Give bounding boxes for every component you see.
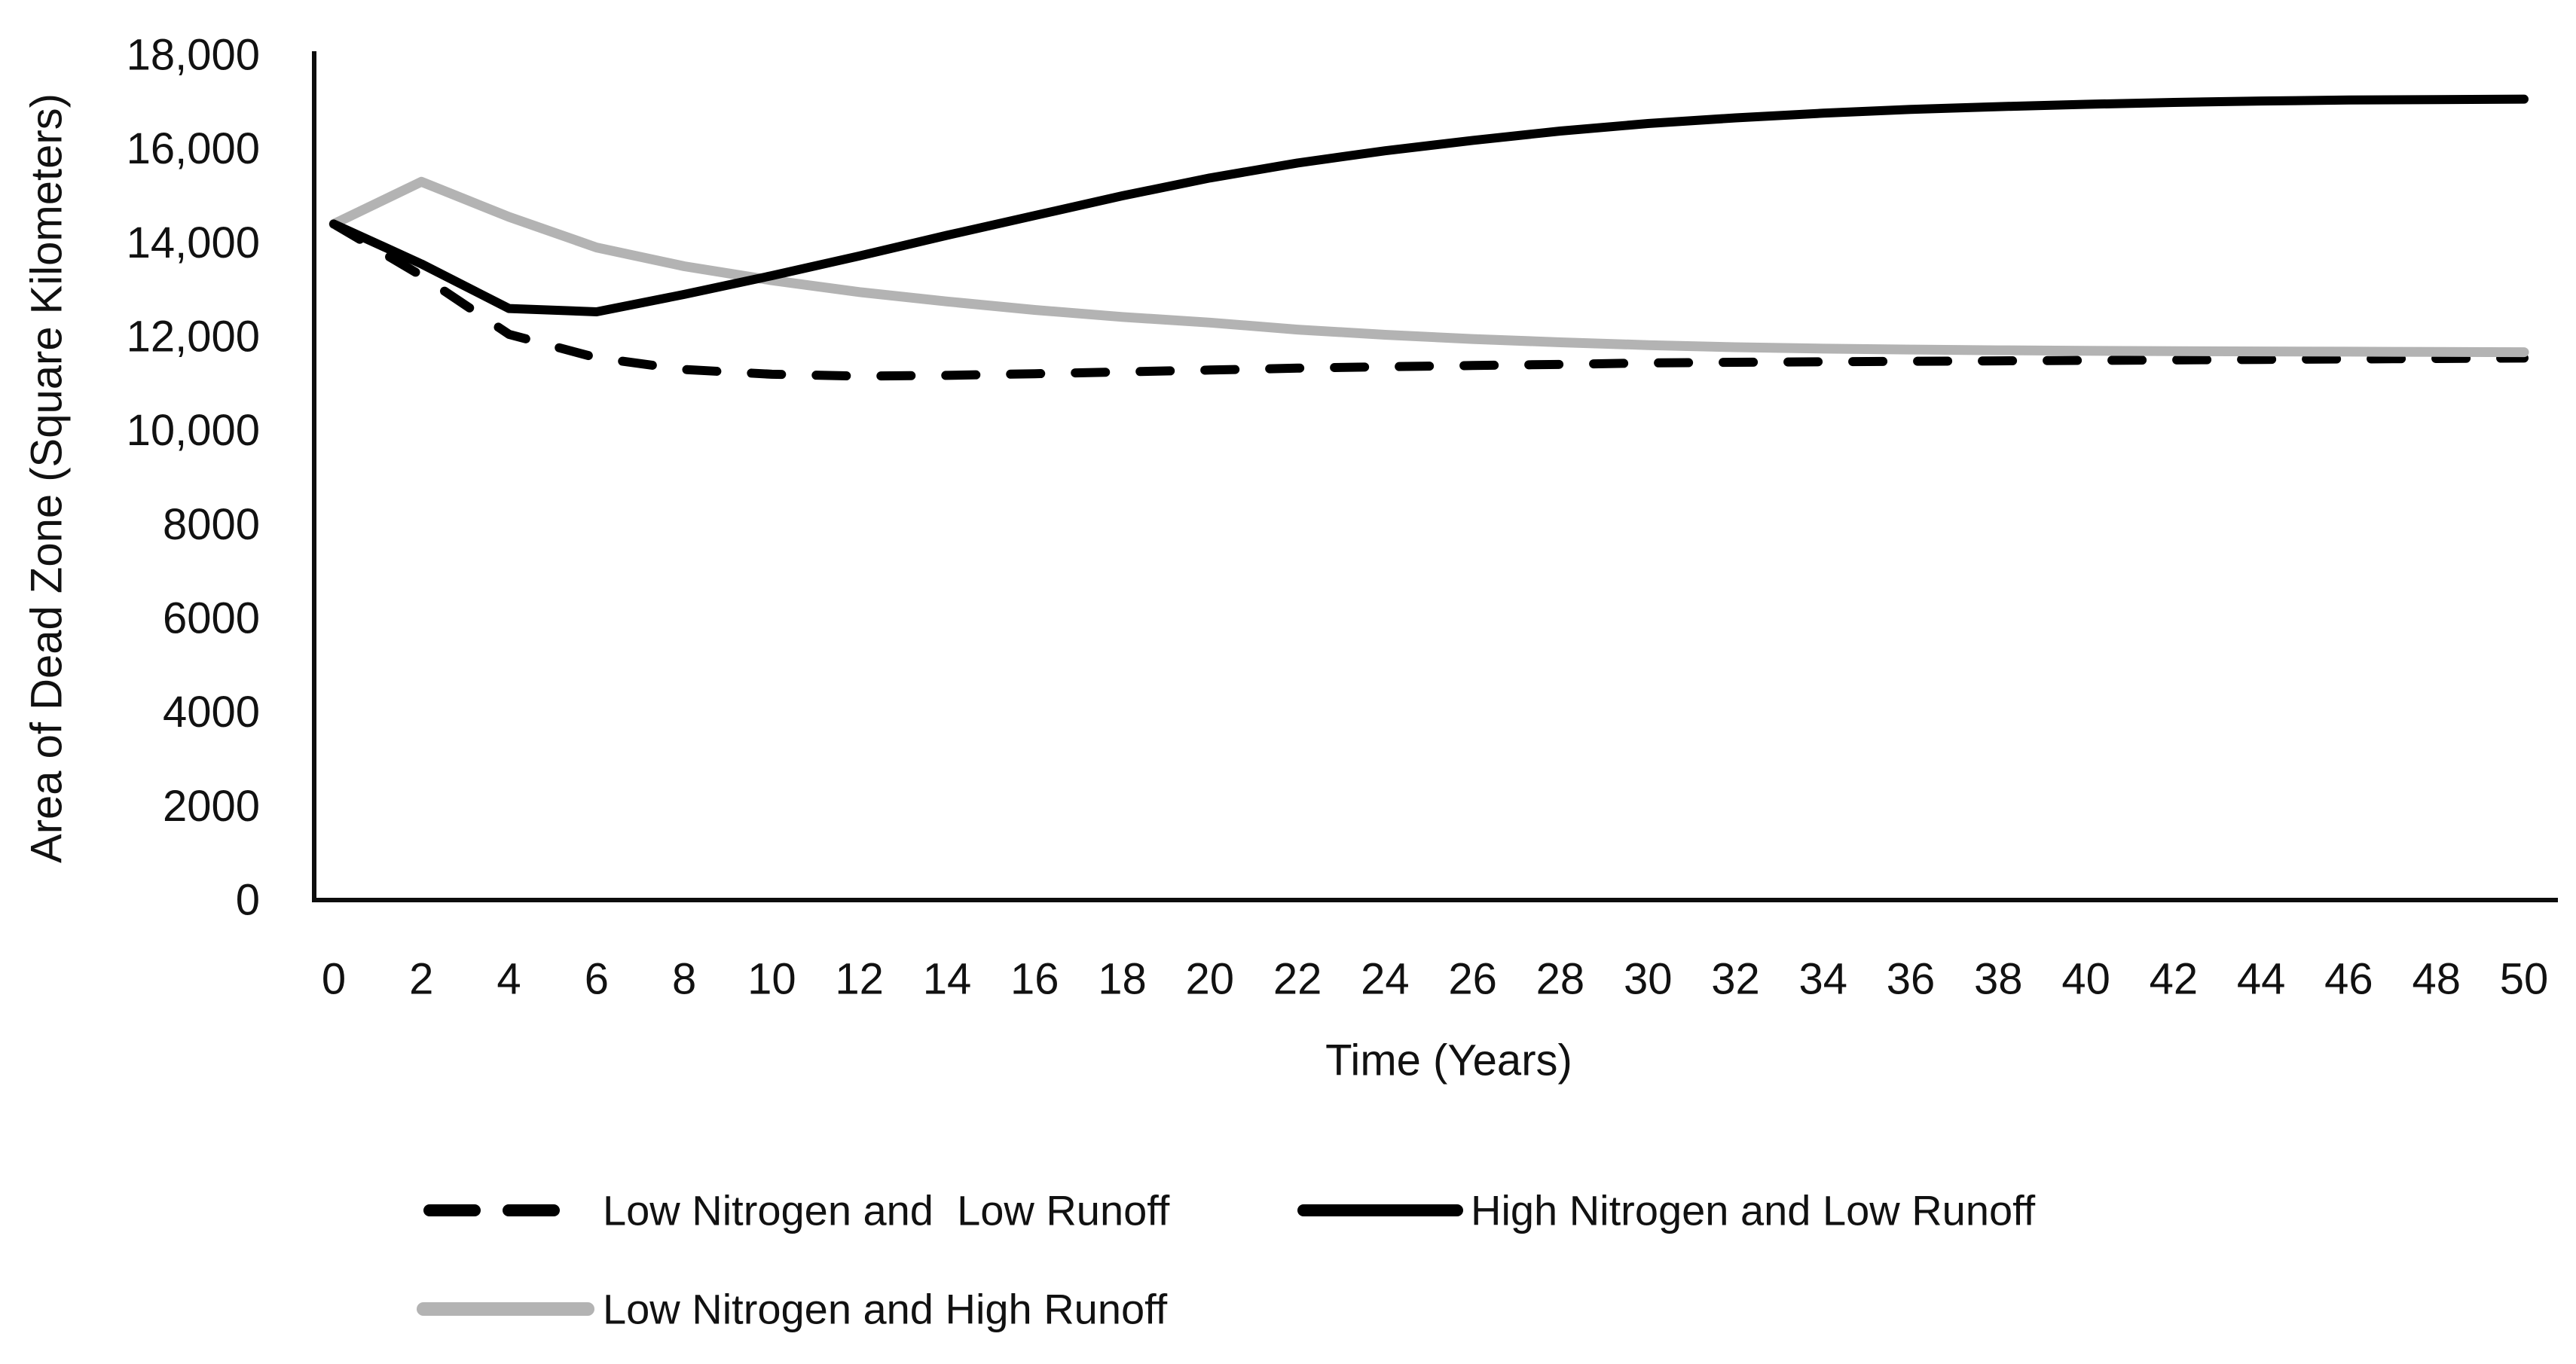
x-tick-label: 24: [1361, 955, 1410, 1004]
y-tick-labels: 0 2000 4000 6000 8000 10,000 12,000 14,000 16,00…: [127, 31, 260, 925]
x-tick-label: 14: [923, 955, 972, 1004]
y-tick-label: 16,000: [127, 124, 260, 173]
x-tick-label: 48: [2412, 955, 2461, 1004]
y-tick-label: 0: [236, 876, 260, 925]
x-tick-labels: 0 2 4 6 8 10 12 14 16 18 20 22 24 26 28 30 32 34 36 38 40 42 4…: [322, 955, 2548, 1004]
x-tick-label: 4: [497, 955, 521, 1004]
x-tick-label: 2: [409, 955, 433, 1004]
x-tick-label: 8: [672, 955, 696, 1004]
legend-item-low-nitrogen-high-runoff: Low Nitrogen and High Runoff: [417, 1286, 1168, 1333]
y-axis-title: Area of Dead Zone (Square Kilometers): [23, 93, 72, 863]
x-tick-label: 20: [1186, 955, 1235, 1004]
series-line-2: [328, 176, 2529, 358]
legend-item-low-nitrogen-low-runoff: Low Nitrogen and Low Runoff: [423, 1187, 1170, 1234]
x-tick-label: 28: [1536, 955, 1585, 1004]
x-tick-label: 18: [1098, 955, 1147, 1004]
y-tick-label: 10,000: [127, 406, 260, 455]
series-line-0: [329, 219, 2529, 381]
x-tick-label: 6: [585, 955, 609, 1004]
x-tick-label: 32: [1711, 955, 1760, 1004]
x-tick-label: 42: [2150, 955, 2199, 1004]
x-axis-title: Time (Years): [1325, 1036, 1572, 1085]
series-lines: [328, 94, 2529, 381]
legend-label-high-nitrogen-low-runoff: High Nitrogen and Low Runoff: [1471, 1187, 2036, 1234]
x-tick-label: 50: [2500, 955, 2549, 1004]
x-tick-label: 12: [835, 955, 884, 1004]
x-tick-label: 30: [1624, 955, 1673, 1004]
y-tick-label: 4000: [163, 688, 260, 737]
y-tick-label: 2000: [163, 782, 260, 831]
x-tick-label: 34: [1799, 955, 1848, 1004]
x-tick-label: 44: [2237, 955, 2286, 1004]
legend-item-high-nitrogen-low-runoff: High Nitrogen and Low Runoff: [1297, 1187, 2036, 1234]
y-tick-label: 8000: [163, 500, 260, 549]
x-tick-label: 40: [2061, 955, 2110, 1004]
legend-label-low-nitrogen-high-runoff: Low Nitrogen and High Runoff: [603, 1286, 1168, 1333]
x-tick-label: 22: [1273, 955, 1322, 1004]
y-tick-label: 12,000: [127, 313, 260, 362]
x-tick-label: 16: [1010, 955, 1059, 1004]
y-tick-label: 14,000: [127, 218, 260, 267]
x-tick-label: 0: [322, 955, 346, 1004]
x-tick-label: 36: [1887, 955, 1936, 1004]
legend: Low Nitrogen and Low Runoff High Nitroge…: [417, 1187, 2036, 1333]
x-tick-label: 38: [1974, 955, 2023, 1004]
x-tick-label: 26: [1448, 955, 1497, 1004]
x-tick-label: 10: [747, 955, 796, 1004]
y-tick-label: 18,000: [127, 31, 260, 80]
x-tick-label: 46: [2324, 955, 2373, 1004]
legend-label-low-nitrogen-low-runoff: Low Nitrogen and Low Runoff: [603, 1187, 1170, 1234]
series-line-1: [329, 94, 2529, 316]
y-tick-label: 6000: [163, 594, 260, 643]
